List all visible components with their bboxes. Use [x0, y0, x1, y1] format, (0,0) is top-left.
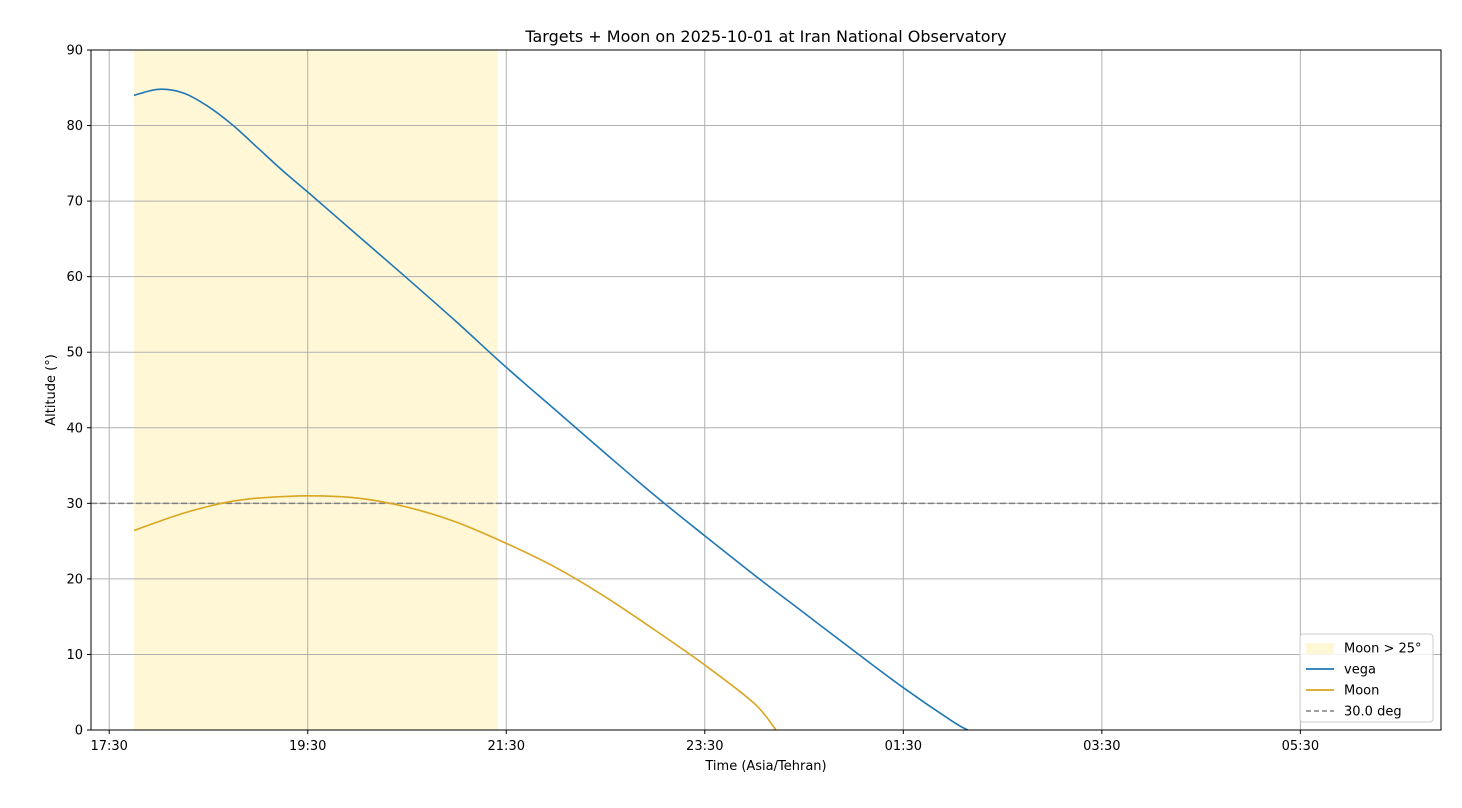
y-tick-label: 10 [66, 648, 83, 663]
x-tick-label: 01:30 [885, 739, 922, 754]
legend-swatch-moon-shade [1306, 643, 1334, 654]
legend-label: Moon [1344, 684, 1379, 699]
y-tick-label: 70 [66, 195, 83, 210]
y-tick-label: 40 [66, 421, 83, 436]
legend-box [1299, 633, 1434, 723]
legend-label: vega [1344, 663, 1376, 678]
legend-label: Moon > 25° [1344, 642, 1422, 657]
y-tick-label: 30 [66, 497, 83, 512]
shade-layer [134, 50, 498, 730]
y-tick-label: 80 [66, 119, 83, 134]
shaded-region-0 [134, 50, 498, 730]
plot-frame [90, 49, 1442, 731]
tick-layer: 17:30 19:30 21:30 23:30 01:30 03:30 05:30 0 10 20… [66, 44, 1319, 755]
y-tick-label: 50 [66, 346, 83, 361]
x-tick-label: 19:30 [289, 739, 326, 754]
x-tick-label: 17:30 [90, 739, 127, 754]
series-line-vega [133, 88, 969, 731]
legend-label: 30.0 deg [1344, 705, 1402, 720]
x-tick-label: 23:30 [686, 739, 723, 754]
x-tick-label: 05:30 [1282, 739, 1319, 754]
series-line-moon [133, 494, 777, 731]
legend: Moon > 25° vega Moon 30.0 deg [1299, 633, 1434, 723]
y-tick-label: 90 [66, 44, 83, 59]
y-tick-label: 0 [75, 724, 83, 739]
y-tick-label: 60 [66, 270, 83, 285]
x-axis-title: Time (Asia/Tehran) [704, 759, 826, 774]
x-tick-label: 21:30 [488, 739, 525, 754]
series-layer [133, 88, 969, 731]
y-tick-label: 20 [66, 572, 83, 587]
x-tick-label: 03:30 [1083, 739, 1120, 754]
chart-title: Targets + Moon on 2025-10-01 at Iran Nat… [524, 27, 1006, 46]
y-axis-title: Altitude (°) [44, 354, 59, 426]
